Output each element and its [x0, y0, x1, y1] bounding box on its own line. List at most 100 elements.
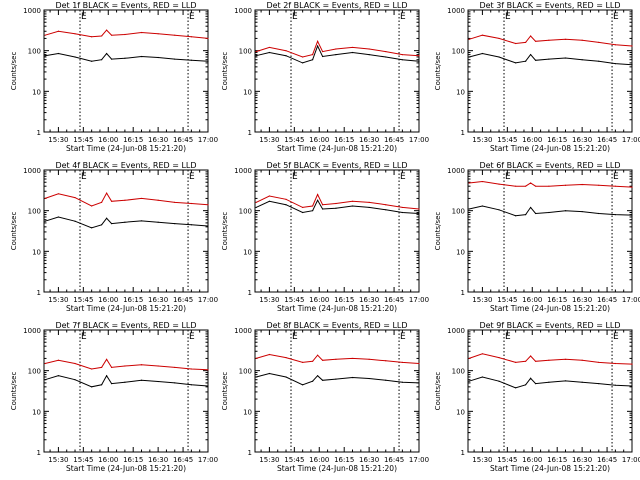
data-point: [548, 58, 550, 60]
event-marker-label: E: [189, 172, 195, 182]
data-point: [335, 54, 337, 56]
y-axis-label: Counts/sec: [221, 52, 229, 91]
data-point: [317, 375, 319, 377]
data-point: [564, 210, 567, 212]
data-point: [418, 382, 420, 384]
y-tick-label: 10: [243, 248, 252, 256]
y-tick-label: 10: [456, 88, 465, 96]
x-tick-label: 17:00: [622, 136, 640, 144]
plot-frame: [467, 169, 633, 293]
data-point: [255, 55, 257, 57]
data-point: [368, 377, 370, 380]
data-point: [74, 379, 76, 381]
series-line-lld: [468, 34, 633, 47]
data-point: [468, 357, 470, 360]
data-point: [525, 41, 527, 43]
y-axis-label: Counts/sec: [434, 52, 442, 91]
detector-panel: Det 4f BLACK = Events, RED = LLD 1 10 100 10…: [10, 161, 218, 313]
data-point: [534, 40, 537, 42]
data-point: [91, 60, 93, 62]
x-tick-label: 15:30: [48, 296, 68, 304]
data-point: [498, 183, 500, 185]
data-point: [401, 59, 403, 61]
data-point: [614, 44, 616, 46]
data-point: [91, 386, 93, 388]
data-point: [312, 54, 314, 56]
data-point: [57, 216, 60, 218]
data-point: [401, 381, 403, 383]
data-point: [335, 48, 337, 50]
data-point: [285, 55, 287, 57]
data-point: [91, 205, 93, 207]
plot-frame: [467, 9, 633, 133]
data-point: [351, 376, 354, 379]
data-point: [101, 59, 103, 61]
data-point: [525, 384, 527, 386]
panel-title: Det 7f BLACK = Events, RED = LLD: [55, 321, 196, 330]
y-tick-label: 1: [37, 129, 41, 137]
panel-title: Det 3f BLACK = Events, RED = LLD: [479, 1, 620, 10]
series-line-events: [255, 199, 420, 214]
x-tick-label: 17:00: [622, 296, 640, 304]
y-axis-label: Counts/sec: [221, 372, 229, 411]
x-tick-label: 15:45: [497, 136, 517, 144]
data-point: [385, 360, 387, 362]
data-point: [564, 184, 567, 186]
data-point: [312, 380, 314, 382]
data-point: [598, 41, 600, 43]
data-point: [91, 227, 93, 229]
data-point: [157, 199, 159, 201]
data-point: [174, 223, 176, 225]
x-tick-label: 16:00: [98, 456, 118, 464]
data-point: [255, 376, 257, 378]
y-tick-label: 10: [32, 248, 41, 256]
x-tick-label: 16:00: [522, 456, 542, 464]
x-tick-label: 16:15: [123, 136, 143, 144]
data-point: [401, 206, 403, 209]
x-axis-label: Start Time (24-Jun-08 15:21:20): [277, 144, 397, 153]
data-point: [530, 182, 532, 184]
x-axis-label: Start Time (24-Jun-08 15:21:20): [490, 464, 610, 473]
data-point: [385, 204, 387, 206]
x-axis-label: Start Time (24-Jun-08 15:21:20): [66, 144, 186, 153]
y-tick-label: 1000: [23, 327, 41, 335]
data-point: [598, 212, 600, 215]
x-tick-label: 16:45: [384, 456, 404, 464]
data-point: [498, 380, 500, 382]
x-tick-label: 16:45: [384, 296, 404, 304]
data-point: [268, 195, 271, 197]
data-point: [335, 207, 337, 209]
data-point: [255, 50, 257, 53]
x-tick-label: 16:00: [98, 296, 118, 304]
y-tick-label: 1: [461, 289, 465, 297]
data-point: [581, 183, 583, 186]
y-axis-label: Counts/sec: [434, 372, 442, 411]
data-point: [548, 39, 550, 41]
data-point: [418, 208, 420, 210]
x-tick-label: 16:15: [547, 136, 567, 144]
event-marker-label: E: [81, 12, 87, 22]
y-axis-label: Counts/sec: [10, 212, 18, 251]
data-point: [140, 379, 143, 381]
data-point: [106, 192, 108, 194]
x-tick-label: 17:00: [409, 456, 429, 464]
data-point: [207, 37, 209, 40]
data-point: [268, 46, 271, 49]
y-tick-label: 100: [28, 208, 41, 216]
data-point: [140, 197, 143, 200]
event-marker-label: E: [505, 332, 511, 342]
data-point: [190, 384, 192, 386]
event-marker-label: E: [189, 332, 195, 342]
y-tick-label: 10: [456, 248, 465, 256]
series-line-events: [45, 52, 209, 62]
data-point: [157, 221, 159, 223]
event-marker-label: E: [189, 12, 195, 22]
x-tick-label: 15:30: [259, 136, 279, 144]
data-point: [124, 365, 126, 367]
y-tick-label: 1000: [23, 7, 41, 15]
data-point: [74, 33, 76, 35]
event-marker-label: E: [400, 332, 406, 342]
data-point: [581, 59, 583, 61]
data-point: [312, 210, 314, 212]
x-tick-label: 16:15: [547, 296, 567, 304]
